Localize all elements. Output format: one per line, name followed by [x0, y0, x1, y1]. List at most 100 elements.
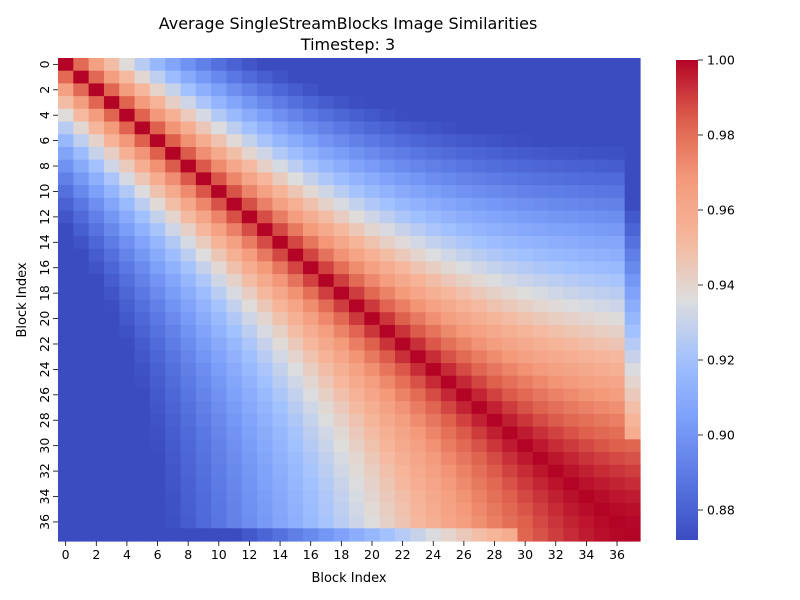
heatmap-cell — [88, 210, 105, 224]
heatmap-cell — [287, 108, 304, 123]
heatmap-cell — [103, 452, 120, 466]
heatmap-cell — [440, 274, 457, 288]
heatmap-cell — [379, 413, 396, 428]
heatmap-cell — [502, 235, 519, 250]
heatmap-cell — [134, 490, 151, 504]
heatmap-cell — [486, 248, 503, 262]
heatmap-cell — [58, 388, 74, 402]
heatmap-cell — [456, 363, 473, 377]
heatmap-cell — [594, 197, 610, 212]
heatmap-cell — [149, 388, 166, 402]
y-tick-label: 32 — [37, 463, 52, 479]
heatmap-cell — [333, 299, 350, 313]
heatmap-cell — [241, 324, 258, 339]
heatmap-cell — [456, 261, 473, 275]
heatmap-cell — [58, 146, 74, 161]
heatmap-cell — [119, 515, 136, 529]
heatmap-cell — [318, 515, 335, 529]
heatmap-cell — [502, 210, 519, 224]
heatmap-cell — [486, 58, 503, 72]
heatmap-cell — [532, 96, 549, 110]
heatmap-cell — [134, 121, 151, 135]
heatmap-cell — [532, 388, 549, 402]
heatmap-cell — [410, 502, 427, 517]
heatmap-cell — [211, 261, 228, 275]
heatmap-cell — [211, 515, 228, 529]
heatmap-cell — [609, 121, 626, 135]
heatmap-cell — [532, 324, 549, 339]
heatmap-cell — [180, 210, 197, 224]
heatmap-cell — [548, 70, 565, 85]
heatmap-cell — [149, 108, 166, 123]
heatmap-cell — [241, 337, 258, 351]
heatmap-cell — [73, 324, 90, 339]
heatmap-cell — [425, 185, 442, 199]
heatmap-cell — [134, 134, 151, 148]
heatmap-cell — [440, 312, 457, 326]
heatmap-cell — [349, 134, 365, 148]
heatmap-cell — [149, 413, 166, 428]
heatmap-cell — [609, 350, 626, 364]
heatmap-cell — [165, 146, 182, 161]
heatmap-cell — [471, 312, 488, 326]
heatmap-cell — [272, 261, 289, 275]
heatmap-cell — [58, 197, 74, 212]
heatmap-cell — [394, 401, 411, 415]
heatmap-cell — [563, 413, 580, 428]
heatmap-cell — [134, 159, 151, 173]
heatmap-cell — [410, 83, 427, 97]
heatmap-cell — [287, 210, 304, 224]
heatmap-cell — [379, 70, 396, 85]
heatmap-cell — [425, 172, 442, 186]
heatmap-cell — [517, 337, 534, 351]
heatmap-cell — [624, 401, 641, 415]
heatmap-cell — [456, 337, 473, 351]
heatmap-cell — [440, 96, 457, 110]
heatmap-cell — [532, 185, 549, 199]
heatmap-cell — [624, 413, 641, 428]
heatmap-cell — [594, 452, 610, 466]
heatmap-cell — [471, 464, 488, 479]
heatmap-cell — [272, 146, 289, 161]
heatmap-cell — [195, 235, 212, 250]
heatmap-cell — [379, 312, 396, 326]
heatmap-cell — [303, 248, 319, 262]
heatmap-cell — [532, 528, 549, 542]
heatmap-cell — [333, 185, 350, 199]
heatmap-cells — [58, 58, 641, 542]
heatmap-cell — [58, 490, 74, 504]
heatmap-cell — [73, 388, 90, 402]
heatmap-cell — [318, 375, 335, 390]
heatmap-cell — [272, 286, 289, 301]
heatmap-cell — [333, 248, 350, 262]
heatmap-cell — [425, 337, 442, 351]
heatmap-cell — [578, 515, 595, 529]
heatmap-cell — [241, 108, 258, 123]
heatmap-cell — [88, 324, 105, 339]
heatmap-cell — [241, 452, 258, 466]
colorbar-tick-label: 0.90 — [707, 428, 735, 443]
heatmap-cell — [58, 528, 74, 542]
heatmap-cell — [456, 223, 473, 237]
heatmap-cell — [257, 375, 274, 390]
heatmap-cell — [195, 401, 212, 415]
heatmap-cell — [333, 401, 350, 415]
heatmap-cell — [257, 223, 274, 237]
heatmap-cell — [287, 96, 304, 110]
heatmap-cell — [88, 121, 105, 135]
heatmap-cell — [425, 413, 442, 428]
heatmap-cell — [149, 477, 166, 491]
heatmap-cell — [440, 401, 457, 415]
heatmap-cell — [73, 146, 90, 161]
heatmap-cell — [180, 274, 197, 288]
heatmap-cell — [548, 515, 565, 529]
heatmap-cell — [486, 388, 503, 402]
heatmap-cell — [502, 502, 519, 517]
heatmap-cell — [609, 401, 626, 415]
heatmap-cell — [149, 528, 166, 542]
heatmap-cell — [471, 197, 488, 212]
heatmap-cell — [303, 312, 319, 326]
heatmap-cell — [195, 324, 212, 339]
heatmap-cell — [272, 235, 289, 250]
heatmap-cell — [303, 528, 319, 542]
